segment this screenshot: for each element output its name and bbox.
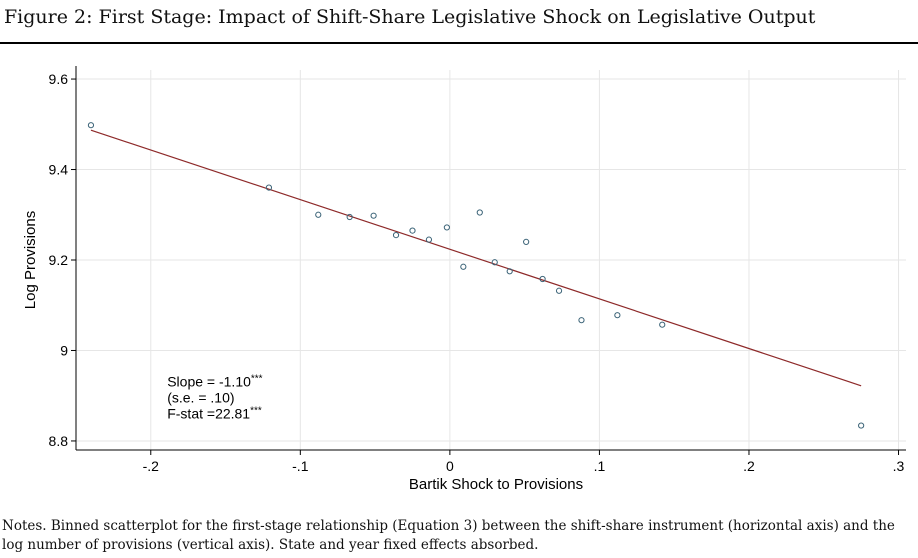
stats-annotation: Slope = -1.10***(s.e. = .10)F-stat =22.8… [167, 374, 262, 422]
figure-notes: Notes. Binned scatterplot for the first-… [2, 518, 895, 553]
data-point [87, 122, 95, 129]
x-tick-label: 0 [446, 458, 454, 474]
x-tick-label: -.2 [143, 458, 160, 474]
data-point [443, 224, 450, 231]
significance-stars: *** [251, 374, 263, 385]
x-tick-label: .1 [594, 458, 606, 474]
data-point [539, 275, 546, 283]
annotation-text: (s.e. = .10) [167, 390, 234, 406]
data-point [460, 263, 467, 270]
y-axis-title: Log Provisions [22, 211, 39, 309]
annotation-line: (s.e. = .10) [167, 390, 234, 406]
data-point [578, 317, 585, 324]
data-point [858, 422, 865, 429]
title-rule [0, 42, 918, 44]
data-point [370, 212, 377, 219]
fit-line-group [90, 129, 862, 387]
data-point [491, 259, 498, 266]
data-point [409, 227, 416, 234]
annotation-line: F-stat =22.81*** [167, 406, 262, 422]
annotation-line: Slope = -1.10*** [167, 374, 262, 390]
fit-line [90, 129, 862, 387]
y-tick-label: 9.2 [49, 252, 69, 268]
data-point [265, 184, 273, 191]
figure-title: Figure 2: First Stage: Impact of Shift-S… [4, 6, 816, 28]
x-axis-title: Bartik Shock to Provisions [409, 476, 583, 493]
x-tick-label: -.1 [292, 458, 309, 474]
significance-stars: *** [250, 406, 262, 417]
annotation-text: Slope = -1.10 [167, 374, 251, 390]
y-tick-label: 9 [60, 342, 68, 358]
y-tick-label: 9.6 [49, 71, 69, 87]
y-tick-label: 9.4 [49, 162, 69, 178]
y-tick-label: 8.8 [49, 433, 69, 449]
data-point [659, 321, 666, 328]
axes [71, 66, 906, 455]
x-tick-label: .2 [743, 458, 755, 474]
data-points [87, 122, 865, 429]
scatter-chart: -.2 -.1 0 .1 .2 .3 8.8 9 9.2 9.4 9.6 Bartik Shock t… [22, 66, 906, 493]
data-point [506, 268, 513, 275]
data-point [392, 232, 400, 239]
data-point [555, 287, 563, 294]
grid-lines [76, 70, 906, 450]
annotation-text: F-stat =22.81 [167, 406, 250, 422]
data-point [523, 238, 530, 246]
x-tick-label: .3 [893, 458, 905, 474]
axis-labels: -.2 -.1 0 .1 .2 .3 8.8 9 9.2 9.4 9.6 Bartik Shock t… [22, 71, 905, 493]
data-point [425, 236, 433, 243]
data-point [476, 209, 483, 216]
data-point [346, 213, 353, 221]
data-point [315, 211, 322, 218]
data-point [614, 312, 621, 319]
